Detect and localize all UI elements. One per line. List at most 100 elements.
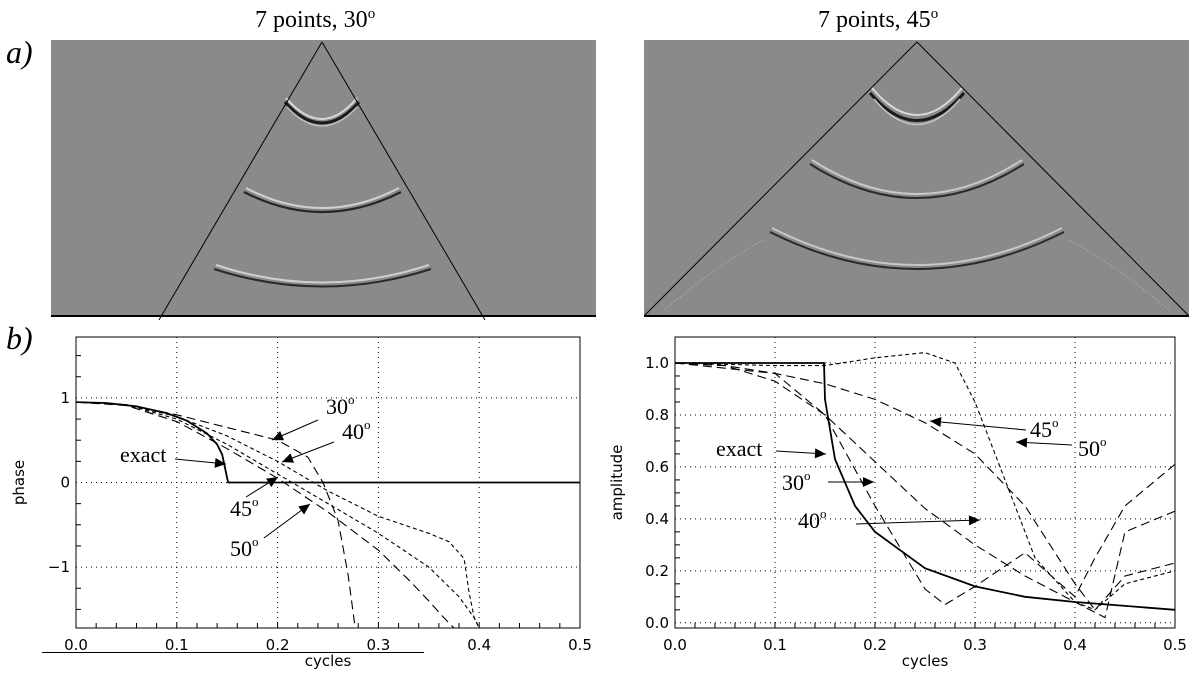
y-axis-label: phase <box>10 460 28 505</box>
y-tick-label: 0.8 <box>645 406 669 424</box>
annotation-arrow-head <box>863 477 874 487</box>
annotation-sup: o <box>252 534 259 549</box>
annotation-text: 30 <box>326 394 348 419</box>
triangle-left-edge <box>644 41 918 317</box>
annotation-arrow-head <box>930 417 942 428</box>
annotation-label: exact <box>120 442 166 467</box>
x-tick-label: 0.3 <box>366 636 390 654</box>
annotation-arrow-line <box>929 420 1027 431</box>
top-right-title: 7 points, 45o <box>818 6 938 34</box>
y-tick-label: 1.0 <box>645 354 669 372</box>
annotation-30: 30o <box>782 468 874 495</box>
x-tick-label: 0.1 <box>763 636 787 654</box>
annotation-label: 40o <box>342 417 371 444</box>
annotation-arrow-line <box>855 519 981 525</box>
x-tick-label: 0.2 <box>863 636 887 654</box>
y-tick-label: 0 <box>60 474 70 492</box>
annotation-exact: exact <box>120 442 227 468</box>
annotation-label: 45o <box>1030 415 1059 442</box>
annotation-sup: o <box>804 468 811 483</box>
x-tick-label: 0.5 <box>568 636 592 654</box>
x-tick-label: 0.0 <box>64 636 88 654</box>
x-tick-label: 0.3 <box>963 636 987 654</box>
annotation-45: 45o <box>230 476 279 521</box>
annotation-label: 40o <box>798 506 827 533</box>
wavefield-30 <box>51 40 596 320</box>
annotation-sup: o <box>1100 434 1107 449</box>
x-tick-label: 0.4 <box>1063 636 1087 654</box>
annotation-text: 30 <box>782 470 804 495</box>
grid <box>675 337 1175 628</box>
y-tick-label: −1 <box>48 558 70 576</box>
triangle-right-edge <box>321 41 486 320</box>
x-tick-label: 0.5 <box>1163 636 1187 654</box>
panel-label-b: b) <box>6 320 33 356</box>
series-45 <box>76 401 480 628</box>
top-left-title-text: 7 points, 30 <box>255 7 368 33</box>
annotation-text: exact <box>120 442 166 467</box>
x-tick-label: 0.4 <box>467 636 491 654</box>
wavefield-45 <box>644 40 1189 317</box>
degree-sup: o <box>367 6 376 22</box>
annotation-sup: o <box>820 506 827 521</box>
annotation-text: exact <box>716 436 762 461</box>
triangle-left-edge <box>158 41 323 320</box>
degree-sup: o <box>930 6 939 22</box>
annotation-label: 50o <box>230 534 259 561</box>
annotation-arrow-head <box>282 453 295 463</box>
annotation-50: 50o <box>230 503 311 561</box>
annotation-text: 40 <box>798 508 820 533</box>
y-axis-label: amplitude <box>608 445 626 521</box>
annotation-arrow-head <box>266 477 278 488</box>
series-50 <box>675 352 1175 611</box>
annotation-text: 40 <box>342 419 364 444</box>
annotation-label: exact <box>716 436 762 461</box>
annotation-exact: exact <box>716 436 827 461</box>
amplitude-chart: 0.0 0.1 0.2 0.3 0.4 0.5 0.0 0.2 0.4 0.6 0.8 1.0 cycl… <box>608 336 1187 670</box>
x-axis-label: cycles <box>305 652 352 670</box>
annotation-label: 30o <box>326 392 355 419</box>
series-50 <box>76 401 455 628</box>
series-40 <box>675 362 1175 619</box>
y-tick-label: 0.0 <box>645 614 669 632</box>
annotation-30: 30o <box>271 392 355 441</box>
series-45 <box>675 362 1175 611</box>
x-tick-label: 0.2 <box>266 636 290 654</box>
annotation-sup: o <box>252 494 259 509</box>
wavefield-background <box>644 40 1189 316</box>
plot-frame <box>674 336 1176 629</box>
annotation-40: 40o <box>798 506 981 533</box>
annotation-40: 40o <box>281 417 371 463</box>
annotation-arrow-head <box>814 448 826 459</box>
wavefront-arcs <box>663 87 1170 311</box>
annotation-text: 45 <box>230 496 252 521</box>
annotation-45: 45o <box>929 415 1059 442</box>
annotation-arrow-head <box>968 515 980 526</box>
panel-label-a: a) <box>6 34 33 70</box>
x-tick-label: 0.0 <box>663 636 687 654</box>
annotation-sup: o <box>1052 415 1059 430</box>
x-axis-label: cycles <box>902 652 949 670</box>
y-tick-label: 0.2 <box>645 562 669 580</box>
series-exact <box>675 362 1175 611</box>
top-right-title-text: 7 points, 45 <box>818 7 931 33</box>
annotation-text: 50 <box>230 536 252 561</box>
y-tick-label: 0.4 <box>645 510 669 528</box>
annotation-sup: o <box>364 417 371 432</box>
annotation-arrow-head <box>298 504 310 515</box>
series-30 <box>76 401 356 628</box>
annotation-text: 50 <box>1078 436 1100 461</box>
annotation-text: 45 <box>1030 417 1052 442</box>
series-exact <box>76 401 580 484</box>
top-left-title: 7 points, 30o <box>255 6 375 34</box>
annotation-arrow-head <box>1016 437 1028 448</box>
footnote-rule <box>42 652 424 653</box>
annotation-label: 50o <box>1078 434 1107 461</box>
wavefield-background <box>51 40 596 316</box>
wavefront-arcs <box>213 97 432 288</box>
annotation-arrow-head <box>214 457 226 468</box>
y-tick-label: 1 <box>60 389 70 407</box>
y-tick-label: 0.6 <box>645 458 669 476</box>
x-tick-label: 0.1 <box>165 636 189 654</box>
annotation-50: 50o <box>1015 434 1107 461</box>
